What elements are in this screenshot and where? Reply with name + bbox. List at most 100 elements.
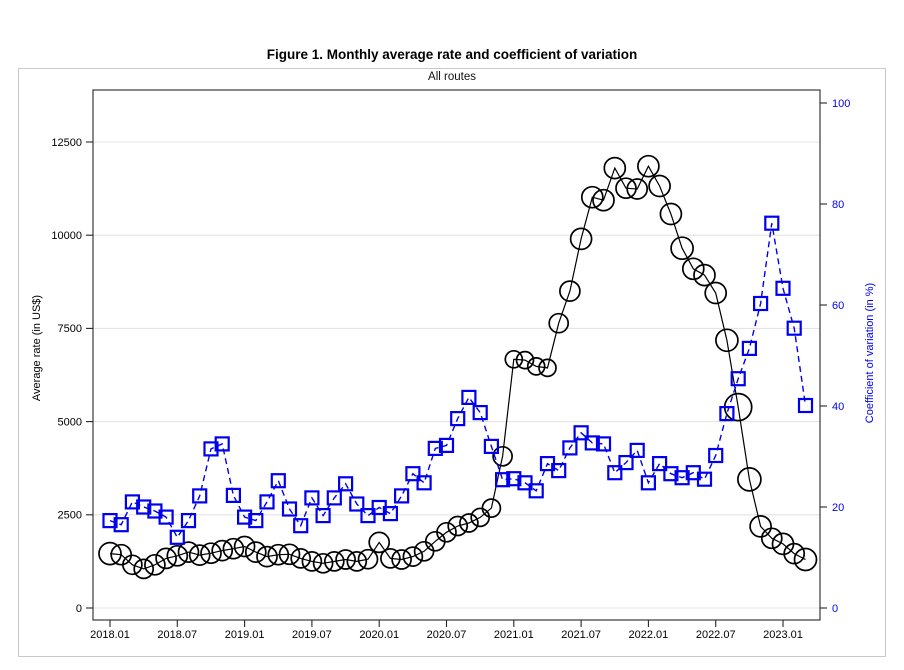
x-axis-tick-label: 2023.01: [763, 629, 803, 641]
rate-marker: [615, 177, 637, 200]
cv-marker: [775, 280, 791, 296]
figure-title: Figure 1. Monthly average rate and coeff…: [266, 47, 638, 62]
rate-marker: [670, 236, 694, 261]
cv-marker: [651, 456, 668, 472]
cv-marker: [573, 425, 589, 441]
cv-marker: [752, 295, 769, 312]
rate-marker: [559, 280, 581, 302]
cv-marker: [180, 512, 197, 529]
rate-marker: [144, 553, 166, 576]
rate-marker: [569, 227, 593, 251]
cv-marker: [450, 411, 466, 427]
rate-marker: [626, 178, 649, 200]
rate-marker: [504, 349, 524, 369]
x-axis-tick-label: 2021.01: [494, 629, 534, 641]
rate-line: [109, 164, 806, 570]
rate-marker: [459, 513, 479, 533]
cv-marker: [472, 405, 488, 421]
rate-marker: [177, 541, 200, 563]
rate-marker: [447, 515, 469, 537]
cv-marker: [517, 475, 533, 491]
cv-marker: [192, 488, 208, 504]
cv-marker: [124, 494, 141, 510]
x-axis-tick-label: 2021.07: [561, 629, 601, 641]
cv-marker: [281, 501, 298, 517]
rate-marker: [402, 546, 424, 567]
cv-marker: [438, 437, 455, 453]
cv-marker: [270, 473, 286, 489]
right-axis-tick-label: 80: [832, 199, 844, 211]
rate-marker: [122, 554, 143, 576]
rate-marker: [783, 542, 806, 565]
cv-marker: [696, 471, 713, 487]
cv-marker: [102, 512, 118, 529]
rate-marker: [290, 548, 312, 569]
rate-marker: [436, 521, 457, 543]
rate-marker: [368, 531, 391, 554]
cv-line: [109, 223, 807, 539]
cv-marker: [618, 455, 634, 471]
rate-marker: [391, 549, 412, 570]
cv-marker: [764, 215, 780, 231]
cv-marker: [595, 436, 612, 452]
rate-marker: [200, 542, 222, 565]
rate-marker: [659, 202, 683, 226]
left-axis-tick-label: 2500: [58, 510, 82, 522]
x-axis-tick-label: 2022.01: [629, 629, 669, 641]
rate-marker: [166, 544, 189, 567]
rate-marker: [133, 558, 155, 580]
cv-marker: [461, 389, 477, 405]
cv-marker: [629, 442, 645, 458]
x-axis-tick-label: 2018.07: [157, 629, 197, 641]
cv-marker: [416, 475, 432, 491]
rate-marker: [380, 548, 401, 569]
cv-marker: [719, 406, 735, 422]
plot-frame: [92, 89, 821, 621]
cv-marker: [495, 472, 511, 488]
cv-marker: [237, 509, 253, 525]
cv-marker: [382, 506, 398, 522]
rate-marker: [335, 549, 356, 570]
rate-marker: [244, 541, 267, 563]
cv-marker: [113, 517, 129, 533]
right-axis-tick-label: 40: [832, 401, 844, 413]
cv-marker: [304, 490, 320, 506]
rate-marker: [603, 156, 627, 180]
cv-marker: [326, 490, 342, 506]
left-axis-tick-label: 10000: [51, 230, 82, 242]
rate-marker: [323, 551, 345, 572]
rate-marker: [637, 154, 660, 178]
rate-marker: [357, 548, 379, 570]
cv-marker: [259, 494, 275, 510]
rate-marker: [492, 445, 513, 467]
rate-marker: [648, 174, 671, 198]
rate-marker: [749, 515, 772, 538]
rate-marker: [681, 257, 705, 281]
x-axis-tick-label: 2018.01: [90, 629, 130, 641]
cv-marker: [730, 371, 746, 387]
cv-marker: [797, 397, 814, 414]
cv-marker: [607, 465, 623, 481]
x-axis-tick-label: 2019.01: [225, 629, 265, 641]
cv-marker: [741, 340, 758, 356]
left-axis-tick-label: 12500: [51, 137, 82, 149]
rate-marker: [188, 544, 211, 566]
rate-marker: [301, 551, 323, 572]
cv-marker: [158, 509, 174, 525]
rate-marker: [211, 539, 234, 562]
cv-marker: [136, 499, 152, 515]
cv-marker: [315, 508, 331, 524]
rate-marker: [481, 498, 502, 518]
cv-marker: [248, 512, 264, 529]
cv-marker: [427, 440, 443, 456]
cv-marker: [528, 483, 544, 499]
cv-marker: [584, 435, 600, 451]
rate-marker: [538, 358, 557, 378]
rate-marker: [580, 185, 604, 209]
rate-marker: [312, 552, 334, 574]
cv-marker: [708, 447, 724, 464]
cv-marker: [562, 440, 578, 456]
left-axis-tick-label: 5000: [58, 416, 82, 428]
